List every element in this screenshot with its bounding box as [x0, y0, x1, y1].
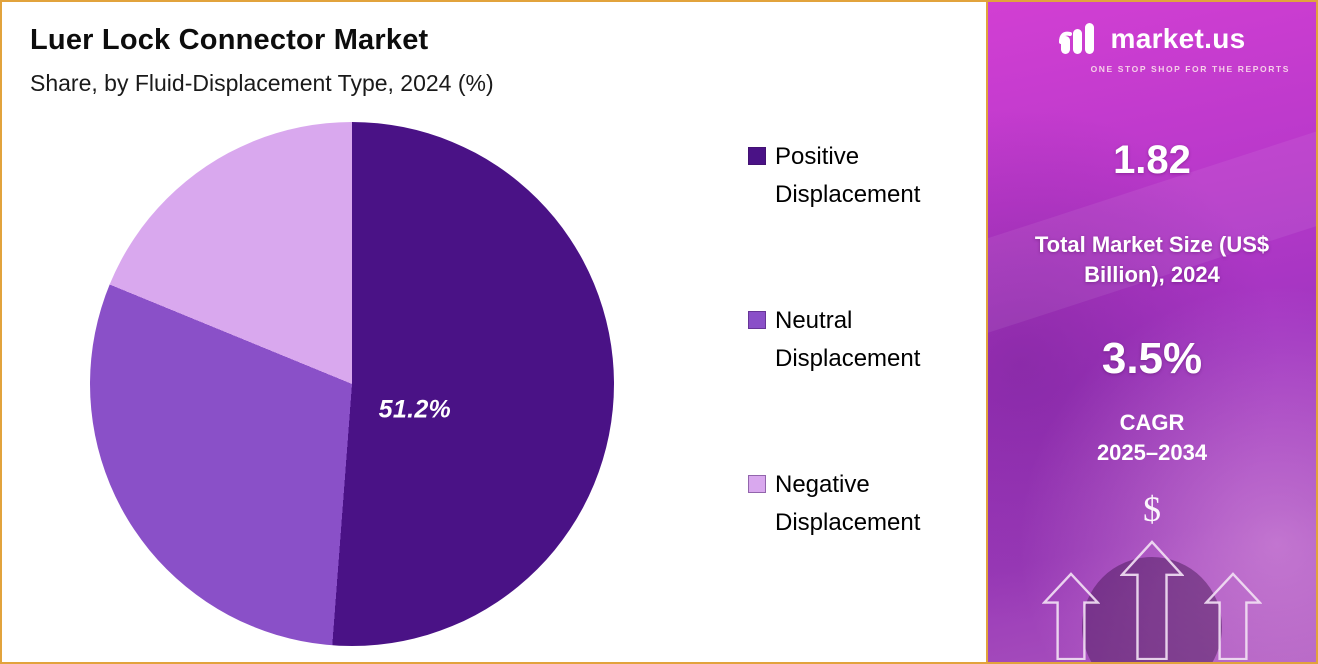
chart-subtitle: Share, by Fluid-Displacement Type, 2024 … — [30, 70, 494, 96]
logo-row: market.us — [988, 22, 1316, 56]
up-arrow-icon — [1120, 540, 1184, 660]
market-us-logo-icon — [1058, 23, 1094, 54]
up-arrow-icon — [1204, 572, 1262, 660]
pie-chart — [90, 122, 614, 646]
legend-swatch-icon — [748, 147, 766, 165]
pie-chart-wrap: 51.2% — [90, 122, 614, 646]
up-arrow-icon — [1042, 572, 1100, 660]
total-market-size-value: 1.82 — [1113, 138, 1191, 182]
cagr-period: 2025–2034 — [1096, 440, 1208, 465]
chart-panel: Luer Lock Connector Market Share, by Flu… — [2, 2, 990, 662]
cagr-value: 3.5% — [1101, 334, 1203, 383]
legend-item-neutral-displacement: Neutral Displacement — [748, 302, 980, 378]
total-market-size-label: Total Market Size (US$ Billion), 2024 — [1034, 232, 1270, 287]
decorative-circle — [1082, 557, 1222, 662]
legend-label: Neutral Displacement — [775, 307, 921, 372]
legend-label: Negative Displacement — [775, 471, 921, 536]
logo-text: market.us — [1110, 23, 1246, 54]
legend-item-negative-displacement: Negative Displacement — [748, 466, 980, 542]
growth-arrows — [988, 540, 1316, 660]
legend-item-positive-displacement: Positive Displacement — [748, 138, 980, 214]
logo-tagline: ONE STOP SHOP FOR THE REPORTS — [1090, 64, 1290, 74]
brand-sidebar: market.us ONE STOP SHOP FOR THE REPORTS … — [986, 2, 1316, 662]
legend-swatch-icon — [748, 475, 766, 493]
pie-slice-data-label: 51.2% — [378, 395, 452, 424]
cagr-label: CAGR — [1119, 410, 1185, 435]
legend-label: Positive Displacement — [775, 143, 921, 208]
chart-legend: Positive Displacement Neutral Displaceme… — [748, 138, 980, 630]
dollar-icon: $ — [1143, 489, 1161, 529]
page-title: Luer Lock Connector Market — [30, 24, 429, 56]
legend-swatch-icon — [748, 311, 766, 329]
